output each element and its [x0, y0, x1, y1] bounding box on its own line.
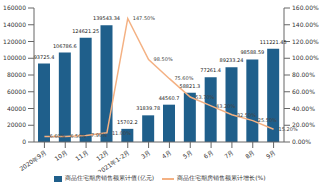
svg-text:6.60%: 6.60%: [49, 133, 65, 139]
svg-text:89233.24: 89233.24: [220, 57, 244, 63]
svg-text:10月: 10月: [53, 149, 68, 163]
svg-text:32.50%: 32.50%: [237, 112, 256, 118]
svg-text:100.00%: 100.00%: [292, 54, 312, 61]
svg-text:60000: 60000: [8, 88, 26, 95]
svg-text:106786.6: 106786.6: [53, 43, 77, 49]
svg-text:53.70%: 53.70%: [195, 94, 214, 100]
svg-text:140000: 140000: [8, 21, 26, 28]
svg-text:111221.45: 111221.45: [260, 39, 287, 45]
html-text:商品住宅期房销售额累计增长(%): 商品住宅期房销售额累计增长(%): [177, 174, 266, 181]
svg-text:140.00%: 140.00%: [292, 21, 312, 28]
svg-text:80000: 80000: [8, 71, 26, 78]
svg-text:75.60%: 75.60%: [174, 75, 193, 81]
svg-text:40.00%: 40.00%: [292, 105, 312, 112]
svg-text:8月: 8月: [244, 149, 256, 160]
svg-text:15702.2: 15702.2: [117, 119, 138, 125]
svg-text:98.50%: 98.50%: [154, 56, 173, 62]
svg-text:0.00%: 0.00%: [292, 138, 311, 145]
svg-text:98588.59: 98588.59: [240, 49, 264, 55]
svg-text:44560.7: 44560.7: [159, 95, 180, 101]
svg-text:20000: 20000: [8, 121, 26, 128]
svg-text:0: 0: [22, 138, 26, 145]
svg-text:3月: 3月: [140, 149, 152, 160]
svg-text:4月: 4月: [160, 149, 172, 160]
svg-text:2021年1-2月: 2021年1-2月: [96, 149, 130, 172]
svg-text:5月: 5月: [181, 149, 193, 160]
svg-text:100000: 100000: [8, 54, 26, 61]
svg-text:93725.4: 93725.4: [34, 54, 55, 60]
svg-text:120.00%: 120.00%: [292, 38, 312, 45]
svg-text:9月: 9月: [265, 149, 277, 160]
svg-text:31839.78: 31839.78: [136, 105, 160, 111]
svg-text:120000: 120000: [8, 38, 26, 45]
svg-text:160.00%: 160.00%: [292, 4, 312, 11]
svg-text:139543.34: 139543.34: [93, 15, 120, 21]
svg-text:12月: 12月: [95, 149, 110, 163]
svg-text:7.90%: 7.90%: [91, 132, 107, 138]
svg-text:58821.3: 58821.3: [179, 83, 200, 89]
svg-text:6月: 6月: [202, 149, 214, 160]
svg-text:43.20%: 43.20%: [216, 103, 235, 109]
svg-text:80.00%: 80.00%: [292, 71, 312, 78]
svg-text:7月: 7月: [223, 149, 235, 160]
html-text:商品住宅期房销售额累计值(亿元): 商品住宅期房销售额累计值(亿元): [65, 174, 155, 181]
svg-text:40000: 40000: [8, 105, 26, 112]
svg-text:124621.25: 124621.25: [72, 28, 99, 34]
svg-text:60.00%: 60.00%: [292, 88, 312, 95]
svg-text:6.50%: 6.50%: [70, 133, 86, 139]
svg-text:25.50%: 25.50%: [258, 117, 277, 123]
svg-text:77261.4: 77261.4: [200, 67, 221, 73]
svg-text:160000: 160000: [8, 4, 26, 11]
svg-text:15.20%: 15.20%: [279, 126, 298, 132]
svg-text:11.00%: 11.00%: [112, 130, 131, 136]
svg-text:147.50%: 147.50%: [133, 15, 155, 21]
svg-text:2020年9月: 2020年9月: [18, 149, 47, 172]
svg-text:11月: 11月: [74, 149, 89, 163]
